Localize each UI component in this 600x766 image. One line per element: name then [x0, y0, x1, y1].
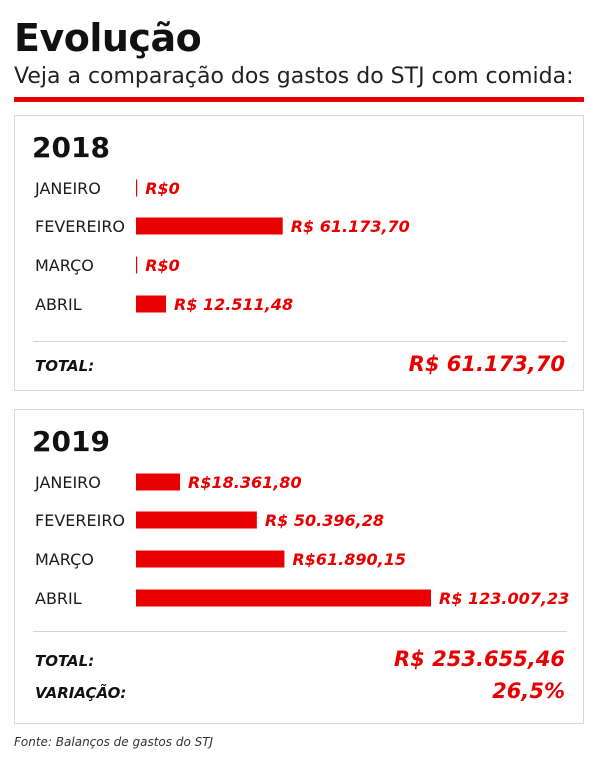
month-label-2019-3: MARÇO: [35, 550, 94, 569]
value-label-2019-4: R$ 123.007,23: [439, 589, 569, 608]
month-label-2018-2: FEVEREIRO: [35, 217, 125, 236]
bar-2019-2: [136, 511, 257, 529]
value-label-2018-3: R$0: [145, 256, 180, 275]
total-value-2018: R$ 61.173,70: [408, 352, 565, 376]
value-label-2019-3: R$61.890,15: [292, 550, 406, 569]
bar-2018-1: [136, 179, 138, 197]
value-label-2018-2: R$ 61.173,70: [291, 217, 410, 236]
bar-2019-3: [136, 550, 285, 568]
panel-2019: 2019 JANEIRO R$18.361,80 FEVEREIRO R$ 50.39…: [14, 409, 584, 724]
panel-2018: 2018 JANEIRO R$0 FEVEREIRO R$ 61.173,70 MARÇ…: [14, 115, 584, 391]
total-label-2018: TOTAL:: [35, 357, 95, 375]
source-note: Fonte: Balanços de gastos do STJ: [14, 735, 214, 749]
value-label-2018-4: R$ 12.511,48: [174, 295, 293, 314]
title-underline: [14, 97, 584, 102]
value-label-2019-1: R$18.361,80: [188, 473, 302, 492]
page-subtitle: Veja a comparação dos gastos do STJ com …: [14, 64, 574, 89]
bar-2018-3: [136, 256, 138, 274]
month-label-2019-1: JANEIRO: [34, 473, 101, 492]
year-label-2018: 2018: [32, 131, 110, 164]
bar-chart-2019: JANEIRO R$18.361,80 FEVEREIRO R$ 50.396,28 M…: [34, 473, 569, 608]
total-value-2019: R$ 253.655,46: [394, 647, 565, 671]
total-label-2019: TOTAL:: [35, 652, 95, 670]
value-label-2018-1: R$0: [145, 179, 180, 198]
bar-2018-2: [136, 217, 283, 235]
bar-2019-1: [136, 473, 181, 491]
variation-label-2019: VARIAÇÃO:: [35, 684, 127, 702]
value-label-2019-2: R$ 50.396,28: [265, 511, 384, 530]
bar-2019-4: [136, 589, 431, 607]
year-label-2019: 2019: [32, 425, 110, 458]
month-label-2018-3: MARÇO: [35, 256, 94, 275]
total-divider-2019: [33, 631, 567, 632]
total-divider-2018: [33, 341, 567, 342]
month-label-2018-4: ABRIL: [35, 295, 82, 314]
page-title: Evolução: [14, 16, 202, 60]
month-label-2019-4: ABRIL: [35, 589, 82, 608]
bar-2018-4: [136, 295, 167, 313]
month-label-2019-2: FEVEREIRO: [35, 511, 125, 530]
variation-value-2019: 26,5%: [492, 679, 565, 703]
bar-chart-2018: JANEIRO R$0 FEVEREIRO R$ 61.173,70 MARÇO R$0 A…: [34, 179, 410, 314]
month-label-2018-1: JANEIRO: [34, 179, 101, 198]
